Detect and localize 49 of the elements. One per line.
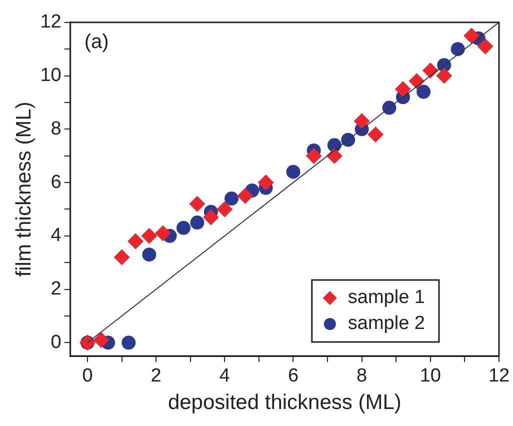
point [216,201,233,218]
point [114,249,130,266]
point [258,174,274,191]
point [141,228,158,244]
point [354,113,370,130]
x-tick-label: 6 [288,366,299,387]
y-tick-label: 2 [50,278,62,300]
point [122,336,136,350]
y-axis-title: film thickness (ML) [12,102,36,277]
x-tick-label: 4 [219,366,230,387]
point [326,148,342,164]
point [341,132,356,147]
point [368,126,384,142]
x-axis-title: deposited thickness (ML) [168,391,402,414]
point [224,192,239,206]
legend-label: sample 2 [348,313,426,334]
point [154,225,171,242]
point [422,62,438,78]
point [394,81,411,98]
x-tick-label: 10 [420,366,441,387]
point [189,196,206,212]
y-tick-label: 10 [40,65,62,86]
point [190,216,204,230]
point [450,42,465,56]
point [416,84,431,99]
point [202,209,219,226]
point [382,100,396,115]
x-tick-label: 2 [150,366,162,387]
point [477,38,494,54]
annotation: (a) [84,30,109,53]
x-tick-label: 8 [356,366,368,387]
point [237,188,254,204]
point [436,68,452,84]
point [464,28,480,44]
point [176,220,190,235]
point [93,332,110,348]
y-tick-label: 4 [50,225,62,246]
point [127,233,144,250]
y-tick-label: 6 [50,172,62,193]
point [306,148,322,164]
y-tick-label: 0 [50,332,62,353]
legend-label: sample 1 [348,287,426,308]
y-tick-label: 8 [50,118,62,140]
x-tick-label: 12 [488,366,510,387]
x-tick-label: 0 [82,366,93,387]
y-tick-label: 12 [40,12,62,33]
point [408,73,425,90]
point [286,164,300,179]
point [142,248,156,262]
